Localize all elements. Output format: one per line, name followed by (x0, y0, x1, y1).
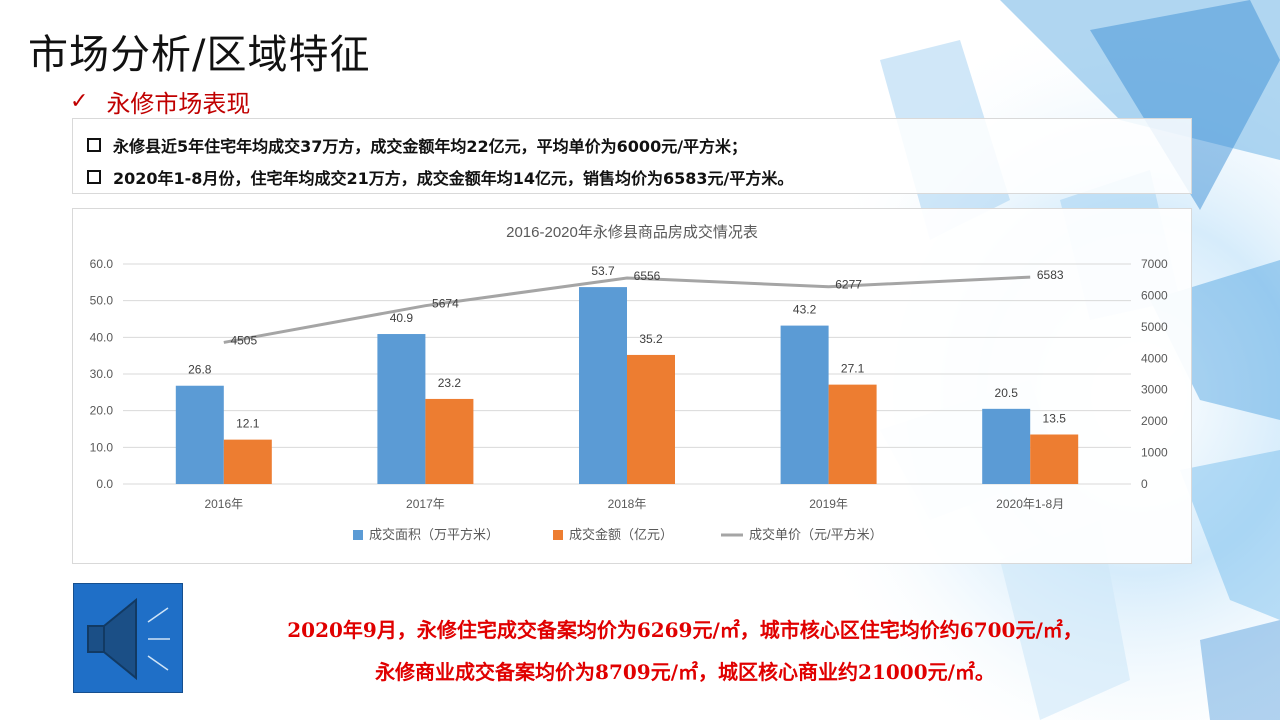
bar (223, 439, 272, 484)
line-data-label: 4505 (230, 333, 257, 347)
y-right-tick-label: 7000 (1141, 257, 1168, 271)
x-tick-label: 2017年 (406, 497, 445, 511)
combo-chart: 2016-2020年永修县商品房成交情况表 0.0 10.0 20.0 30.0 40.0… (90, 223, 1168, 542)
y-right-tick-label: 6000 (1141, 288, 1168, 302)
callout-line: 永修商业成交备案均价为8709元/㎡，城区核心商业约21000元/㎡。 (375, 660, 995, 684)
y-right-tick-label: 0 (1141, 477, 1148, 491)
y-left-tick-label: 40.0 (90, 330, 114, 344)
y-left-tick-label: 20.0 (90, 404, 114, 418)
bar-data-label: 20.5 (995, 386, 1019, 400)
y-left-tick-label: 50.0 (90, 294, 114, 308)
square-bullet-icon (87, 138, 101, 152)
bar-data-label: 12.1 (236, 417, 260, 431)
chart-panel: 2016-2020年永修县商品房成交情况表 0.0 10.0 20.0 30.0 40.0… (72, 208, 1192, 564)
bar (780, 325, 829, 484)
y-right-tick-label: 5000 (1141, 320, 1168, 334)
check-icon: ✓ (70, 89, 89, 114)
x-tick-label: 2018年 (608, 497, 647, 511)
section-subtitle: 永修市场表现 (106, 90, 251, 118)
legend-label: 成交面积（万平方米） (369, 527, 499, 542)
bullet-item: 2020年1-8月份，住宅年均成交21万方，成交金额年均14亿元，销售均价为65… (87, 165, 793, 189)
bar (828, 384, 877, 484)
bar-data-label: 27.1 (841, 362, 865, 376)
y-left-tick-label: 30.0 (90, 367, 114, 381)
price-line (223, 275, 1031, 344)
legend-swatch (353, 530, 363, 540)
bullet-item: 永修县近5年住宅年均成交37万方，成交金额年均22亿元，平均单价为6000元/平… (87, 133, 747, 157)
bar-data-label: 26.8 (188, 363, 212, 377)
bar (627, 354, 675, 484)
legend-label: 成交金额（亿元） (569, 527, 673, 542)
bar-data-label: 35.2 (639, 332, 663, 346)
y-right-tick-label: 4000 (1141, 351, 1168, 365)
line-data-label: 6277 (835, 278, 862, 292)
bar (982, 408, 1031, 484)
bar (175, 385, 224, 484)
y-left-tick-label: 60.0 (90, 257, 114, 271)
speaker-icon (87, 597, 170, 681)
bar-data-label: 53.7 (591, 264, 615, 278)
y-left-tick-label: 10.0 (90, 440, 114, 454)
bar (425, 398, 474, 484)
bar (579, 287, 627, 484)
x-tick-label: 2016年 (204, 497, 243, 511)
bar (377, 334, 426, 484)
line-data-label: 6556 (634, 269, 661, 283)
legend-label: 成交单价（元/平方米） (749, 527, 883, 542)
subtitle-row: ✓ 永修市场表现 (70, 84, 250, 119)
legend-swatch (553, 530, 563, 540)
summary-box: 永修县近5年住宅年均成交37万方，成交金额年均22亿元，平均单价为6000元/平… (72, 118, 1192, 194)
bullet-text: 2020年1-8月份，住宅年均成交21万方，成交金额年均14亿元，销售均价为65… (113, 169, 794, 188)
y-right-tick-label: 1000 (1141, 446, 1168, 460)
y-right-tick-label: 2000 (1141, 414, 1168, 428)
bar-data-label: 40.9 (390, 311, 414, 325)
x-tick-label: 2019年 (809, 497, 848, 511)
y-right-tick-label: 3000 (1141, 383, 1168, 397)
bar (1030, 434, 1079, 484)
chart-title: 2016-2020年永修县商品房成交情况表 (506, 223, 758, 241)
line-data-label: 5674 (432, 297, 459, 311)
square-bullet-icon (87, 170, 101, 184)
y-left-tick-label: 0.0 (96, 477, 113, 491)
line-data-label: 6583 (1037, 268, 1064, 282)
page-title: 市场分析/区域特征 (28, 32, 371, 78)
bar-data-label: 13.5 (1043, 412, 1067, 426)
bar-data-label: 23.2 (438, 376, 462, 390)
callout-line: 2020年9月，永修住宅成交备案均价为6269元/㎡，城市核心区住宅均价约670… (287, 618, 1083, 642)
speaker-panel (73, 583, 183, 693)
x-tick-label: 2020年1-8月 (996, 497, 1064, 511)
bar-data-label: 43.2 (793, 303, 817, 317)
bullet-text: 永修县近5年住宅年均成交37万方，成交金额年均22亿元，平均单价为6000元/平… (113, 137, 748, 156)
